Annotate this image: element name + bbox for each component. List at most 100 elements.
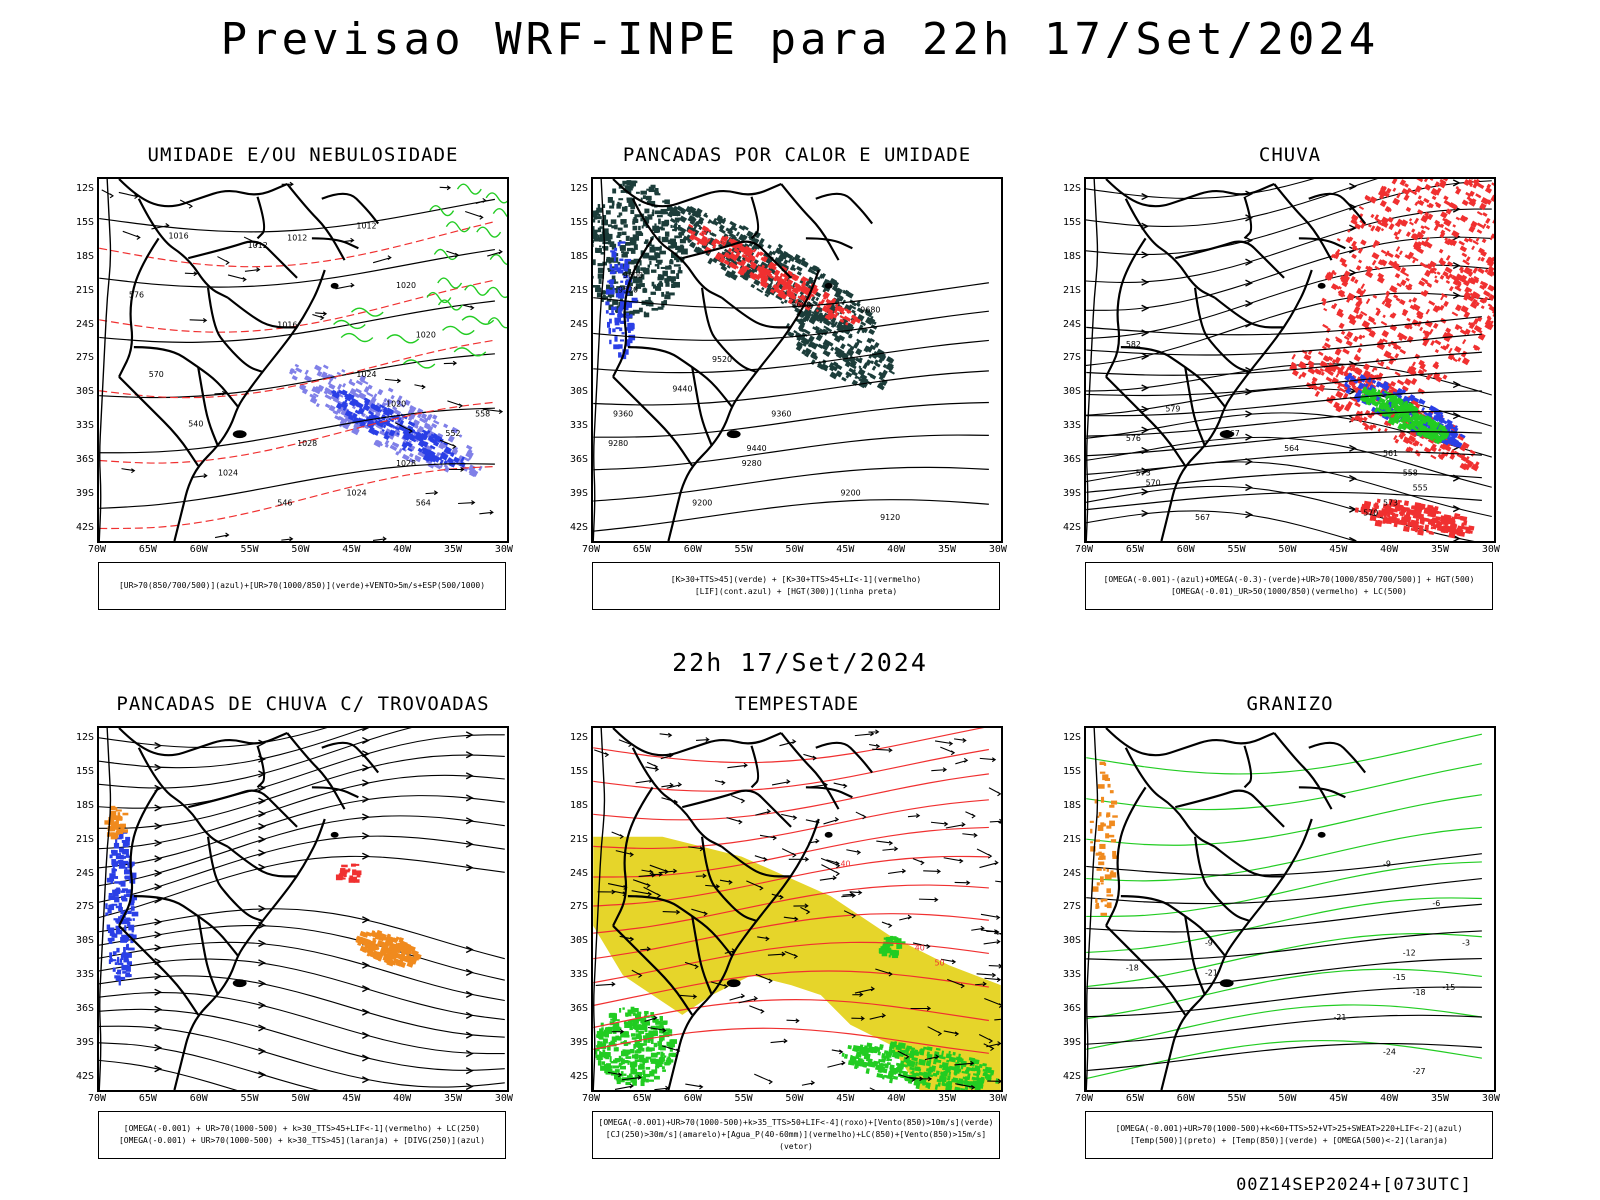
shaded-cell [619, 241, 626, 244]
shaded-cell [618, 1036, 621, 1040]
shaded-cell [1331, 358, 1337, 364]
shaded-cell [863, 327, 869, 334]
shaded-cell [640, 1078, 646, 1083]
shaded-cell [1391, 179, 1398, 185]
wind-vector [882, 846, 899, 852]
shaded-cell [1394, 272, 1401, 279]
shaded-cell [626, 312, 630, 316]
shaded-cell [642, 1058, 647, 1061]
shaded-cell [597, 220, 600, 223]
shaded-cell [620, 1031, 625, 1038]
state-border [1193, 287, 1250, 373]
coastline [173, 269, 326, 541]
shaded-cell [1456, 527, 1463, 532]
shaded-cell [412, 949, 419, 955]
shaded-cell [659, 280, 663, 283]
streamline-arrow [1349, 182, 1357, 191]
shaded-cell [1320, 371, 1325, 376]
state-border [118, 786, 160, 927]
shaded-cell [720, 240, 725, 246]
shaded-cell [338, 873, 345, 877]
shaded-cell [889, 1047, 893, 1050]
shaded-cell [607, 239, 612, 245]
longitude-label: 60W [189, 1093, 208, 1104]
humidity-contour [426, 291, 452, 304]
latitude-label: 33S [75, 420, 94, 432]
shaded-cell [1420, 229, 1426, 235]
shaded-cell [612, 300, 619, 305]
shaded-cell [1438, 248, 1444, 254]
legend-line: [UR>70(850/700/500)](azul)+[UR>70(1000/8… [118, 581, 486, 590]
shaded-cell [633, 258, 640, 261]
shaded-cell [629, 180, 636, 187]
shaded-cell [1476, 211, 1483, 216]
shaded-cell [1376, 276, 1385, 284]
shaded-cell [1414, 185, 1422, 193]
shaded-cell [886, 356, 893, 363]
shaded-cell [604, 1032, 609, 1038]
shaded-cell [646, 1034, 653, 1038]
state-border [256, 196, 266, 240]
contour-line [593, 310, 989, 341]
shaded-cell [634, 180, 638, 184]
wind-vector [122, 230, 141, 240]
shaded-cell [598, 1051, 602, 1056]
streamline-arrow [154, 1005, 163, 1013]
shaded-cell [647, 214, 653, 220]
shaded-cell [860, 321, 867, 327]
longitude-label: 65W [1125, 544, 1144, 555]
wind-vector [632, 879, 651, 888]
shaded-cell [1446, 261, 1454, 267]
shaded-cell [1451, 230, 1460, 238]
shaded-cell [872, 354, 878, 359]
shaded-cell [662, 1069, 666, 1072]
shaded-cell [648, 296, 651, 302]
contour-label: 9680 [860, 306, 880, 315]
shaded-cell [694, 220, 701, 227]
shaded-cell [946, 1075, 951, 1081]
shaded-cell [1489, 320, 1494, 326]
shaded-cell [645, 1078, 649, 1083]
shaded-cell [1338, 387, 1346, 393]
shaded-cell [1412, 442, 1417, 447]
shaded-cell [651, 1038, 654, 1045]
streamline-arrow [154, 855, 163, 863]
shaded-cell [121, 860, 129, 865]
shaded-cell [918, 1072, 924, 1076]
shaded-cell [896, 950, 899, 956]
shaded-cell [115, 855, 121, 860]
humidity-contour [487, 317, 507, 329]
shaded-cell [315, 402, 320, 408]
shaded-cell [1401, 385, 1409, 392]
shaded-cell [629, 240, 637, 246]
shaded-cell [614, 1013, 617, 1016]
wind-vector [924, 1054, 940, 1061]
wind-vector [719, 879, 733, 885]
shaded-cell [676, 273, 680, 279]
wind-vector [770, 1038, 788, 1044]
shaded-cell [656, 1051, 661, 1055]
shaded-cell [1463, 311, 1471, 319]
shaded-cell [656, 1063, 660, 1069]
shaded-cell [374, 951, 382, 957]
streamline-arrow [154, 988, 163, 996]
humidity-contour [386, 334, 420, 344]
shaded-cell [893, 937, 899, 941]
shaded-cell [926, 1073, 934, 1078]
shaded-cell [1290, 361, 1296, 367]
shaded-cell [1460, 305, 1469, 314]
shaded-cell [1386, 252, 1394, 258]
shaded-cell [869, 373, 877, 380]
shaded-cell [626, 315, 630, 322]
wind-vector [746, 880, 764, 891]
shaded-cell [885, 945, 890, 951]
shaded-cell [1480, 256, 1485, 262]
shaded-cell [809, 269, 815, 275]
wind-vector [705, 884, 721, 889]
shaded-cell [807, 266, 813, 273]
shaded-cell [110, 879, 113, 884]
shaded-cell [846, 343, 852, 348]
shaded-cell [1423, 225, 1430, 231]
shaded-cell [855, 357, 862, 364]
shaded-cell [1380, 320, 1388, 326]
